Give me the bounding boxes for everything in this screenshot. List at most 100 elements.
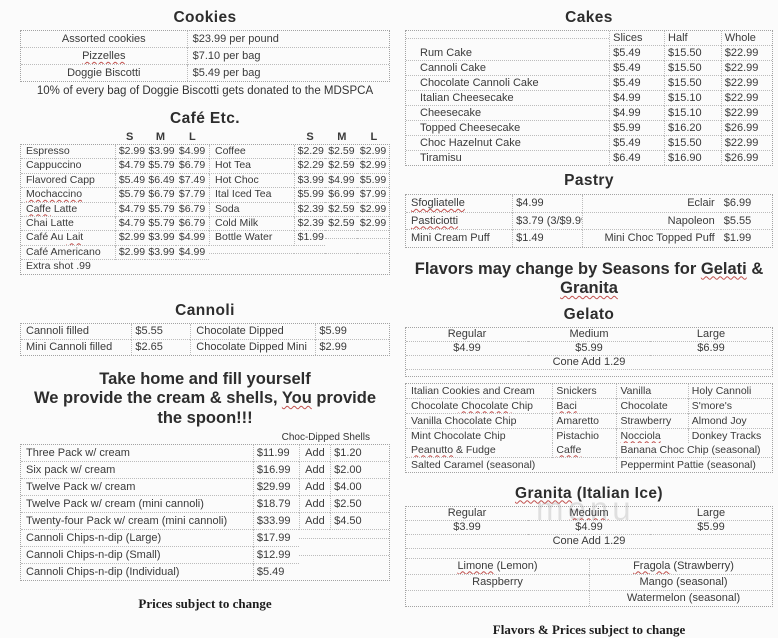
misspelling-underline: Caffe: [556, 443, 582, 456]
price-medium: $3.99: [145, 246, 176, 261]
spacer: [406, 38, 610, 39]
price-medium: $2.59: [325, 203, 357, 218]
size-large-label: Large: [650, 507, 772, 521]
menu-item-name: Assorted cookies: [21, 31, 187, 48]
pastry-row: Sfogliatelle $4.99 Eclair $6.99: [406, 195, 772, 213]
flavor-name: Amaretto: [552, 413, 617, 429]
flavor-name: Chocolate: [616, 398, 688, 414]
price-small: $5.99: [293, 188, 326, 203]
price-medium: $5.99: [528, 342, 650, 356]
flavor-name: Nocciola: [616, 428, 687, 443]
menu-item-name: Cannoli Chips-n-dip (Individual): [26, 566, 180, 579]
menu-item-price: $23.99 per pound: [186, 31, 389, 48]
menu-item-name: Chai Latte: [21, 217, 115, 232]
menu-item-price: $5.99: [315, 323, 389, 340]
menu-item-name: Coffee: [209, 145, 294, 160]
price-whole: $22.99: [720, 46, 772, 61]
price-half: $15.50: [664, 61, 721, 76]
cafe-title: Café Etc.: [170, 110, 240, 127]
misspelling-underline: Limone: [457, 559, 494, 572]
menu-item-name: Cappuccino: [21, 159, 115, 174]
size-header-m: M: [155, 131, 165, 143]
price-large: $2.99: [356, 145, 389, 160]
price-large: $4.99: [175, 145, 209, 160]
price-medium: $5.79: [145, 203, 176, 218]
menu-item-name: Italian Cheesecake: [406, 91, 610, 106]
cone-add-note: Cone Add 1.29: [406, 356, 772, 370]
menu-item-name: Napoleon: [581, 212, 721, 230]
flavor-row: Peanutto & Fudge Caffe Banana Choc Chip …: [406, 442, 772, 458]
menu-item-name: Pasticiotti: [406, 213, 513, 230]
seasons-note-amp: &: [746, 259, 764, 278]
menu-item-price: $17.99: [252, 530, 299, 548]
size-header-s: S: [306, 131, 314, 143]
add-label: Add: [298, 479, 331, 497]
cannoli-row: Cannoli filled $5.55 Chocolate Dipped $5…: [21, 323, 389, 340]
menu-item-price: $29.99: [252, 479, 299, 497]
granita-title-rest: (Italian Ice): [572, 484, 663, 502]
menu-item-name: Mochaccino: [21, 188, 115, 203]
price-whole: $26.99: [720, 151, 772, 165]
misspelling-underline: Chocolate: [458, 399, 512, 412]
size-regular-label: Regular: [406, 328, 528, 342]
flavor-name: Banana Choc Chip (seasonal): [616, 442, 772, 458]
misspelling-underline: Baci: [556, 399, 577, 412]
price-large: $5.99: [650, 521, 772, 535]
gelato-flavors-rows: Italian Cookies and Cream Snickers Vanil…: [406, 383, 772, 443]
price-half: $16.90: [664, 151, 721, 165]
cafe-row: Espresso $2.99 $3.99 $4.99 Coffee $2.29 …: [21, 145, 389, 160]
cookies-row: Pizzelles $7.10 per bag: [21, 48, 389, 65]
spacer-row: [406, 370, 772, 376]
menu-item-name: Caffe Latte: [21, 203, 115, 218]
menu-item-price: $5.49: [252, 564, 299, 581]
gelato-flavors-table: Italian Cookies and Cream Snickers Vanil…: [405, 382, 773, 473]
price-small: $2.99: [114, 245, 146, 261]
menu-item-name: Cannoli Chips-n-dip (Small): [21, 547, 253, 565]
shell-add-price: $1.20: [330, 445, 389, 463]
price-medium: $5.79: [145, 217, 176, 232]
price-small: $2.99: [114, 231, 146, 246]
price-small: $4.79: [114, 217, 146, 232]
misspelled-medium: Meduim: [569, 506, 609, 519]
price-slice: $5.99: [609, 121, 665, 136]
price-medium: $3.99: [145, 231, 176, 246]
menu-item-name: Chocolate Dipped: [190, 323, 316, 340]
add-label: Add: [298, 462, 331, 480]
menu-item-price: $6.99: [720, 195, 772, 213]
flavor-name: Raspberry: [406, 575, 589, 591]
seasons-note-granita: Granita: [560, 279, 618, 297]
cakes-row: Chocolate Cannoli Cake $5.49 $15.50 $22.…: [406, 76, 772, 91]
misspelling-underline: Mochaccino: [26, 188, 83, 201]
price-large: $2.99: [356, 159, 389, 174]
pastry-row: Mini Cream Puff $1.49 Mini Choc Topped P…: [406, 230, 772, 247]
packs-row: Twelve Pack w/ cream (mini cannoli) $18.…: [21, 496, 389, 514]
price-small: [293, 252, 326, 254]
misspelling-underline: Sfogliatelle: [411, 197, 465, 209]
menu-item-name: Cannoli Chips-n-dip (Large): [21, 530, 253, 548]
price-whole: $26.99: [720, 121, 772, 136]
menu-item-name: Topped Cheesecake: [406, 121, 610, 136]
menu-item-name: [209, 252, 294, 254]
price-large: $2.99: [356, 203, 389, 218]
cafe-row: Flavored Capp $5.49 $6.49 $7.49 Hot Choc…: [21, 173, 389, 189]
menu-item-price: $2.65: [131, 339, 190, 355]
flavor-name: Watermelon (seasonal): [589, 590, 772, 606]
flavor-name: Chocolate Chocolate Chip: [406, 399, 553, 414]
price-large: $7.99: [356, 188, 389, 203]
price-whole: $22.99: [720, 136, 772, 151]
menu-item-price: $11.99: [252, 445, 299, 463]
seasons-note-gelati: Gelati: [700, 259, 747, 278]
shell-add-price: $2.00: [330, 462, 389, 480]
menu-item-name: Twelve Pack w/ cream (mini cannoli): [21, 496, 253, 514]
menu-item-name: Ital Iced Tea: [209, 188, 294, 203]
packs-row: Twenty-four Pack w/ cream (mini cannoli)…: [21, 513, 389, 531]
price-large: $5.99: [356, 174, 389, 189]
granita-title: Granita (Italian Ice): [405, 485, 773, 503]
menu-item-price: $3.79 (3/$9.99): [512, 212, 582, 230]
menu-item-name: Hot Tea: [209, 159, 294, 174]
price-small: $1.99: [293, 231, 326, 246]
price-small: $4.79: [114, 159, 146, 174]
price-whole: $22.99: [720, 91, 772, 106]
price-large: $4.99: [175, 231, 209, 246]
